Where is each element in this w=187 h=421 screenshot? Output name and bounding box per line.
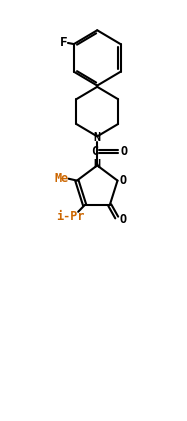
Text: O: O	[119, 174, 126, 187]
Text: N: N	[94, 131, 101, 144]
Text: C: C	[91, 145, 98, 158]
Text: N: N	[94, 158, 101, 171]
Text: Me: Me	[55, 172, 69, 185]
Text: i-Pr: i-Pr	[56, 210, 85, 223]
Text: F: F	[60, 36, 68, 49]
Text: O: O	[120, 145, 128, 158]
Text: O: O	[119, 213, 127, 226]
